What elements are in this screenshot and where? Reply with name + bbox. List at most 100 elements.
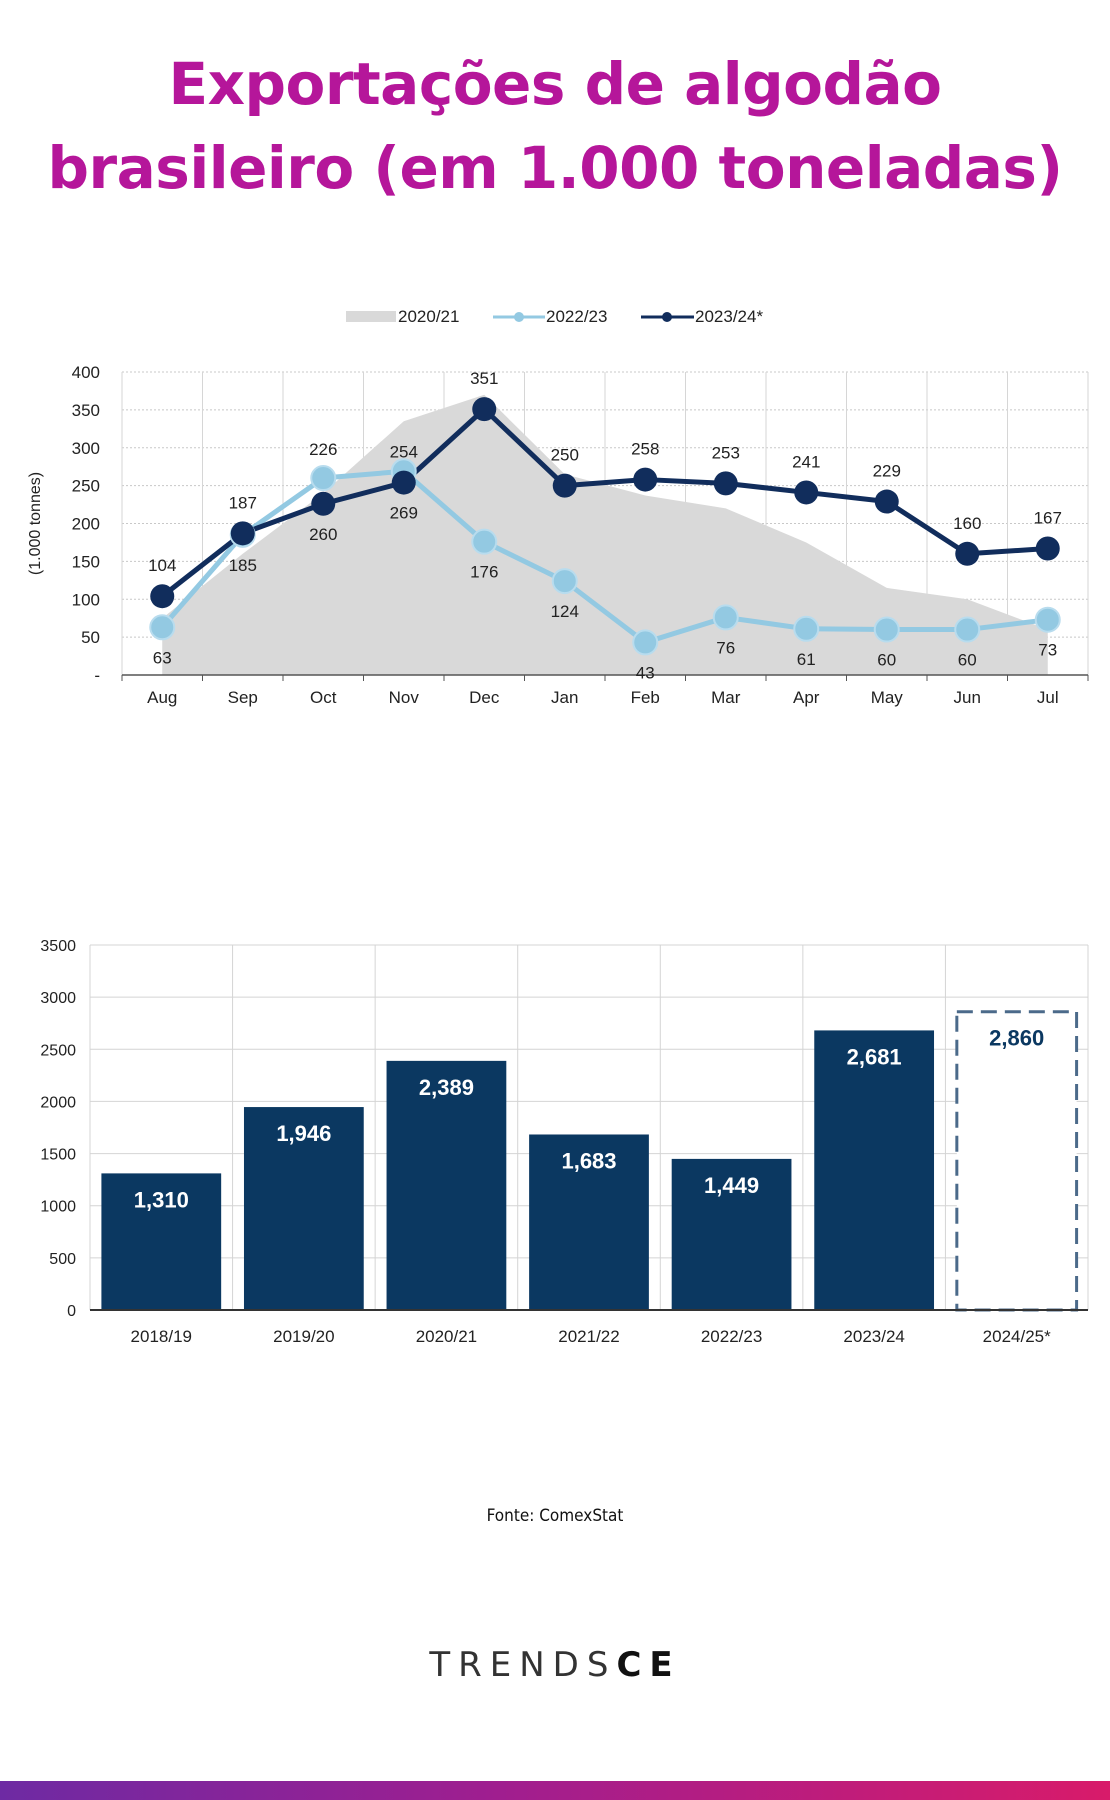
annual-exports-bar-chart: 0 500 1000 1500 2000 2500 3000 3500 1,310 2018/19… <box>40 938 1089 1346</box>
series-2022-23-data-label: 176 <box>470 563 498 582</box>
legend-swatch-area <box>346 311 396 322</box>
x-tick-label: 2023/24 <box>843 1327 904 1346</box>
bar-value-label: 1,449 <box>704 1173 759 1198</box>
series-2022-23-data-label: 73 <box>1038 641 1057 660</box>
logo-light-text: TRENDS <box>429 1645 617 1685</box>
series-2023-24-point <box>1035 536 1060 561</box>
series-2022-23-data-label: 63 <box>153 648 172 667</box>
x-tick-label: Sep <box>228 688 258 707</box>
bar <box>386 1060 507 1310</box>
x-tick-label: Apr <box>793 688 820 707</box>
series-2023-24-data-label: 229 <box>873 462 901 481</box>
series-2023-24-point <box>150 584 175 609</box>
series-2023-24-data-label: 226 <box>309 440 337 459</box>
series-2023-24-data-label: 258 <box>631 440 659 459</box>
bar <box>101 1173 222 1310</box>
series-2023-24-point <box>391 470 416 495</box>
y-tick-label: 3500 <box>40 938 76 955</box>
series-2022-23-point <box>471 528 498 555</box>
x-tick-label: Nov <box>389 688 420 707</box>
y-axis-title: (1.000 tonnes) <box>27 472 44 575</box>
series-2023-24-data-label: 250 <box>551 446 579 465</box>
series-2023-24-point <box>713 471 738 496</box>
y-tick-label: 250 <box>72 477 100 496</box>
y-tick-label: 2000 <box>40 1094 76 1111</box>
x-tick-label: Jun <box>954 688 981 707</box>
area-series-2020-21 <box>162 394 1048 675</box>
x-tick-label: 2018/19 <box>131 1327 192 1346</box>
x-tick-label: Aug <box>147 688 177 707</box>
bar-value-label: 2,389 <box>419 1075 474 1100</box>
bar <box>814 1030 935 1310</box>
y-tick-label: 350 <box>72 401 100 420</box>
x-tick-label: 2021/22 <box>558 1327 619 1346</box>
bar-value-label: 1,946 <box>276 1121 331 1146</box>
title-line-2: brasileiro (em 1.000 toneladas) <box>47 134 1063 202</box>
x-tick-label: 2024/25* <box>983 1327 1051 1346</box>
series-2022-23-point <box>310 465 337 492</box>
series-2023-24-point <box>794 480 819 505</box>
series-2022-23-line <box>160 468 1049 645</box>
y-tick-label: 400 <box>72 363 100 382</box>
title-line-1: Exportações de algodão <box>168 50 942 118</box>
source-note: Fonte: ComexStat <box>486 1506 624 1526</box>
series-2023-24-data-label: 253 <box>712 443 740 462</box>
y-tick-label: 300 <box>72 439 100 458</box>
y-tick-label: 100 <box>72 590 100 609</box>
series-2023-24-point <box>874 489 899 514</box>
bar <box>243 1107 364 1310</box>
series-2023-24-data-label: 160 <box>953 514 981 533</box>
series-2022-23-data-label: 185 <box>229 556 257 575</box>
x-tick-label: Jul <box>1037 688 1059 707</box>
series-2022-23-point <box>712 604 739 631</box>
series-2023-24-data-label: 104 <box>148 556 176 575</box>
bar-projected <box>955 1010 1079 1312</box>
series-2022-23-point <box>793 615 820 642</box>
x-tick-label: Jan <box>551 688 578 707</box>
series-2023-24-point <box>311 491 336 516</box>
series-2022-23-data-label: 43 <box>636 663 655 682</box>
series-2023-24-data-label: 187 <box>229 493 257 512</box>
x-tick-label: 2022/23 <box>701 1327 762 1346</box>
series-2023-24-data-label: 167 <box>1034 508 1062 527</box>
y-tick-label: 50 <box>81 628 100 647</box>
bar-value-label: 2,681 <box>847 1044 902 1069</box>
series-2022-23-point <box>149 614 176 641</box>
legend-marker-2022-23 <box>514 312 524 322</box>
x-tick-label: Oct <box>310 688 337 707</box>
trendsce-logo: TRENDSCE <box>0 1645 1110 1685</box>
series-2023-24-data-label: 254 <box>390 443 418 462</box>
y-tick-label: 1000 <box>40 1199 76 1216</box>
series-2023-24-point <box>955 541 980 566</box>
bar-value-label: 1,683 <box>561 1148 616 1173</box>
bar-value-label: 1,310 <box>134 1187 189 1212</box>
series-2022-23-data-label: 60 <box>958 651 977 670</box>
x-tick-label: Dec <box>469 688 500 707</box>
series-2022-23-data-label: 269 <box>390 504 418 523</box>
y-tick-label: 150 <box>72 552 100 571</box>
logo-bold-text: CE <box>616 1645 681 1685</box>
bar <box>671 1158 792 1310</box>
series-2022-23-data-label: 61 <box>797 650 816 669</box>
series-2023-24-line <box>160 406 1048 599</box>
y-tick-label: 0 <box>67 1303 76 1320</box>
legend-label-2022-23: 2022/23 <box>546 307 607 326</box>
bottom-gradient-bar <box>0 1781 1110 1800</box>
legend-label-area: 2020/21 <box>398 307 459 326</box>
series-2023-24-data-label: 241 <box>792 452 820 471</box>
legend-label-2023-24: 2023/24* <box>695 307 763 326</box>
series-2023-24-point <box>633 467 658 492</box>
series-2022-23-point <box>551 568 578 595</box>
series-2022-23-point <box>632 629 659 656</box>
bar <box>529 1134 649 1310</box>
series-2022-23-data-label: 124 <box>551 602 579 621</box>
series-2022-23-data-label: 76 <box>716 638 735 657</box>
series-2022-23-data-label: 60 <box>877 651 896 670</box>
legend-marker-2023-24 <box>662 312 672 322</box>
x-tick-label: 2019/20 <box>273 1327 334 1346</box>
x-tick-label: May <box>871 688 904 707</box>
series-2022-23-point <box>873 616 900 643</box>
y-tick-label: 1500 <box>40 1147 76 1164</box>
x-tick-label: Mar <box>711 688 741 707</box>
series-2023-24-point <box>472 397 497 422</box>
